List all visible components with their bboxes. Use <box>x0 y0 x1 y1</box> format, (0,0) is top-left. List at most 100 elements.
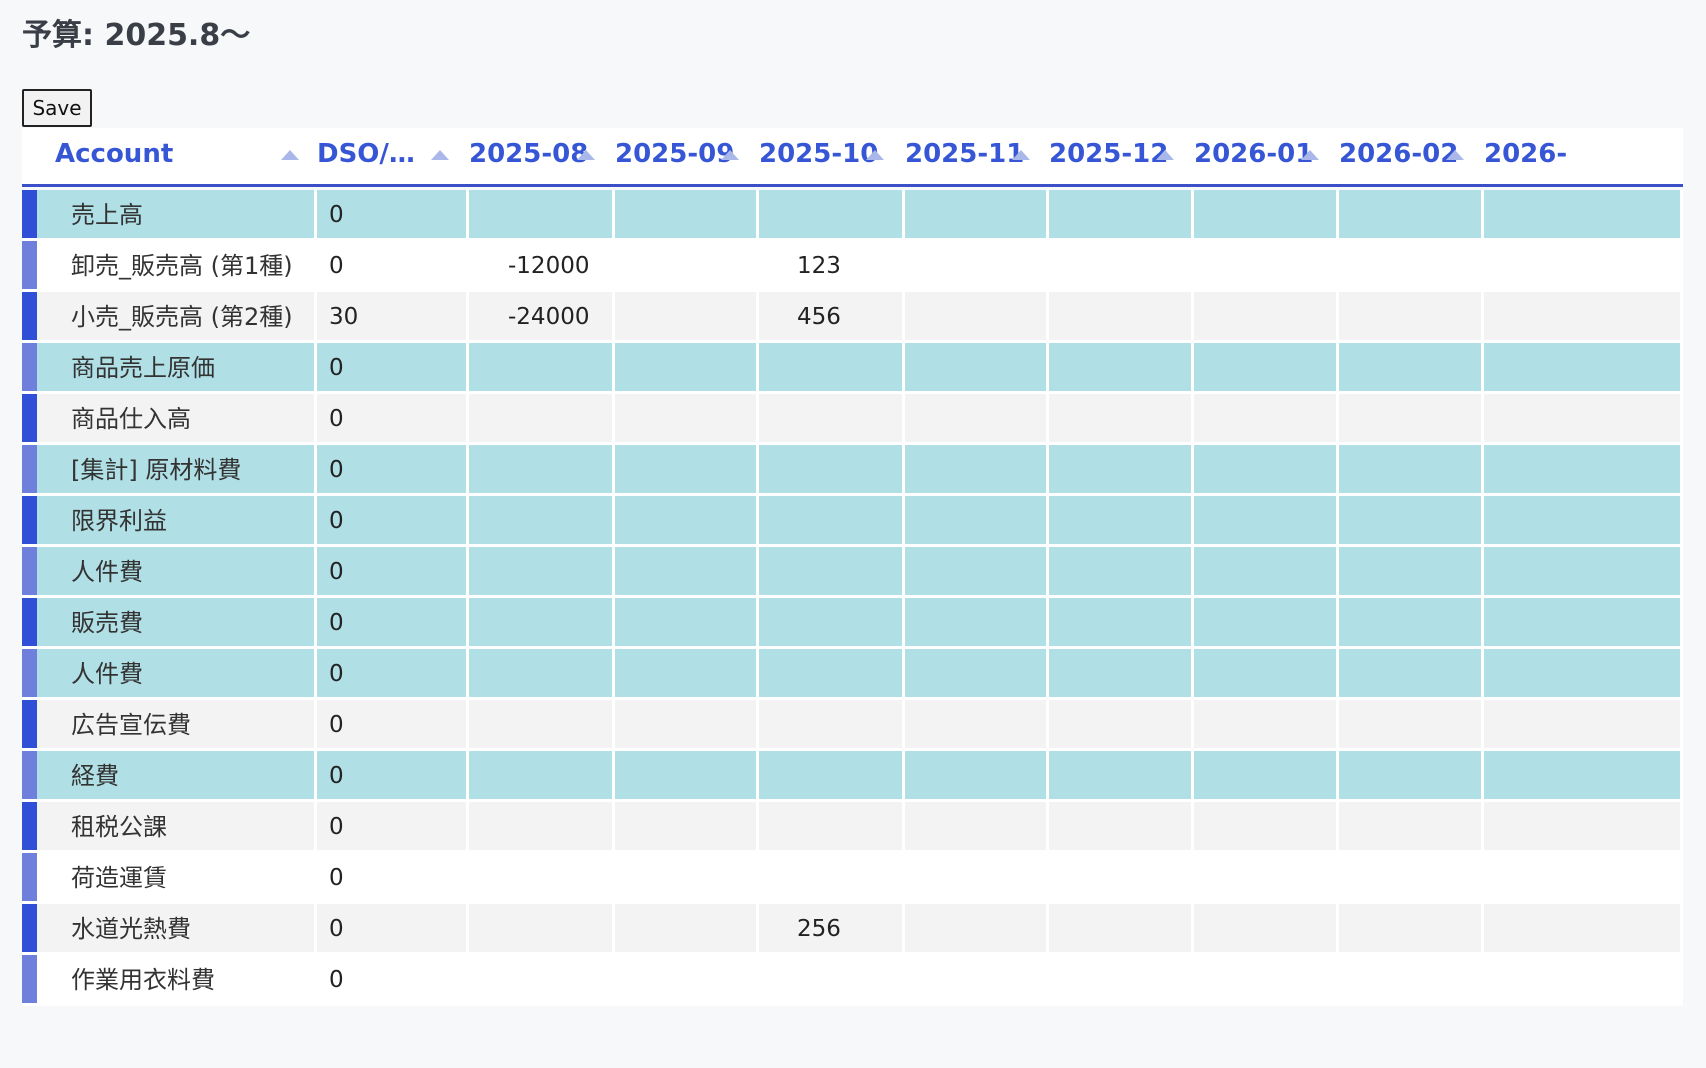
month-value-cell[interactable] <box>1484 445 1683 496</box>
month-value-cell[interactable] <box>469 343 615 394</box>
month-value-cell[interactable] <box>615 751 759 802</box>
dso-cell[interactable]: 0 <box>317 649 469 700</box>
month-value-cell[interactable] <box>1194 190 1339 241</box>
column-header-month[interactable]: 2025-10 <box>759 128 905 184</box>
column-header-month[interactable]: 2026-01 <box>1194 128 1339 184</box>
dso-cell[interactable]: 0 <box>317 598 469 649</box>
column-header-month[interactable]: 2026-02 <box>1339 128 1484 184</box>
dso-cell[interactable]: 0 <box>317 343 469 394</box>
month-value-cell[interactable] <box>1049 190 1194 241</box>
month-value-cell[interactable] <box>1339 955 1484 1006</box>
month-value-cell[interactable] <box>1049 241 1194 292</box>
month-value-cell[interactable] <box>1194 904 1339 955</box>
sort-asc-icon[interactable] <box>1301 150 1319 160</box>
month-value-cell[interactable] <box>469 853 615 904</box>
month-value-cell[interactable] <box>615 802 759 853</box>
month-value-cell[interactable] <box>1339 649 1484 700</box>
month-value-cell[interactable] <box>759 547 905 598</box>
sort-asc-icon[interactable] <box>281 150 299 160</box>
month-value-cell[interactable] <box>615 649 759 700</box>
month-value-cell[interactable] <box>759 394 905 445</box>
dso-cell[interactable]: 0 <box>317 190 469 241</box>
sort-asc-icon[interactable] <box>1012 150 1030 160</box>
month-value-cell[interactable] <box>615 547 759 598</box>
month-value-cell[interactable] <box>1339 241 1484 292</box>
month-value-cell[interactable] <box>759 802 905 853</box>
month-value-cell[interactable]: -24000 <box>469 292 615 343</box>
month-value-cell[interactable] <box>1194 598 1339 649</box>
sort-asc-icon[interactable] <box>1156 150 1174 160</box>
column-header-month[interactable]: 2025-09 <box>615 128 759 184</box>
month-value-cell[interactable] <box>469 598 615 649</box>
month-value-cell[interactable] <box>1484 751 1683 802</box>
month-value-cell[interactable] <box>1194 445 1339 496</box>
month-value-cell[interactable] <box>905 241 1049 292</box>
month-value-cell[interactable] <box>905 904 1049 955</box>
month-value-cell[interactable] <box>1484 241 1683 292</box>
month-value-cell[interactable] <box>1194 496 1339 547</box>
month-value-cell[interactable] <box>759 751 905 802</box>
column-header-month[interactable]: 2026- <box>1484 128 1683 184</box>
month-value-cell[interactable] <box>1194 547 1339 598</box>
month-value-cell[interactable] <box>759 955 905 1006</box>
month-value-cell[interactable] <box>1339 547 1484 598</box>
month-value-cell[interactable] <box>1484 292 1683 343</box>
month-value-cell[interactable] <box>1049 904 1194 955</box>
month-value-cell[interactable] <box>1194 700 1339 751</box>
month-value-cell[interactable] <box>759 700 905 751</box>
month-value-cell[interactable]: -12000 <box>508 253 590 279</box>
month-value-cell[interactable]: 256 <box>759 904 905 955</box>
dso-cell[interactable]: 0 <box>317 496 469 547</box>
month-value-cell[interactable] <box>905 496 1049 547</box>
month-value-cell[interactable] <box>1049 802 1194 853</box>
month-value-cell[interactable] <box>615 343 759 394</box>
column-header-dso[interactable]: DSO/D… <box>317 128 469 184</box>
month-value-cell[interactable] <box>759 598 905 649</box>
month-value-cell[interactable] <box>905 445 1049 496</box>
column-header-account[interactable]: Account <box>22 128 317 184</box>
month-value-cell[interactable] <box>469 190 615 241</box>
month-value-cell[interactable] <box>1049 598 1194 649</box>
month-value-cell[interactable] <box>1194 241 1339 292</box>
month-value-cell[interactable] <box>615 955 759 1006</box>
month-value-cell[interactable] <box>615 598 759 649</box>
month-value-cell[interactable] <box>615 292 759 343</box>
sort-asc-icon[interactable] <box>431 150 449 160</box>
month-value-cell[interactable] <box>1194 955 1339 1006</box>
dso-cell[interactable]: 0 <box>329 967 344 993</box>
month-value-cell[interactable] <box>469 955 615 1006</box>
month-value-cell[interactable] <box>905 853 1049 904</box>
month-value-cell[interactable] <box>1339 751 1484 802</box>
month-value-cell[interactable] <box>905 547 1049 598</box>
dso-cell[interactable]: 0 <box>317 700 469 751</box>
month-value-cell[interactable] <box>1484 343 1683 394</box>
dso-cell[interactable]: 0 <box>317 445 469 496</box>
dso-cell[interactable]: 30 <box>317 292 469 343</box>
sort-asc-icon[interactable] <box>866 150 884 160</box>
month-value-cell[interactable] <box>1049 649 1194 700</box>
month-value-cell[interactable] <box>615 496 759 547</box>
month-value-cell[interactable] <box>759 649 905 700</box>
month-value-cell[interactable] <box>905 751 1049 802</box>
month-value-cell[interactable] <box>1049 496 1194 547</box>
sort-asc-icon[interactable] <box>1446 150 1464 160</box>
column-header-month[interactable]: 2025-12 <box>1049 128 1194 184</box>
month-value-cell[interactable] <box>905 598 1049 649</box>
month-value-cell[interactable] <box>1194 853 1339 904</box>
month-value-cell[interactable] <box>759 445 905 496</box>
month-value-cell[interactable] <box>469 751 615 802</box>
column-header-month[interactable]: 2025-11 <box>905 128 1049 184</box>
month-value-cell[interactable] <box>759 190 905 241</box>
month-value-cell[interactable] <box>1049 343 1194 394</box>
month-value-cell[interactable] <box>469 649 615 700</box>
column-header-month[interactable]: 2025-08 <box>469 128 615 184</box>
month-value-cell[interactable] <box>1484 598 1683 649</box>
month-value-cell[interactable] <box>1339 598 1484 649</box>
month-value-cell[interactable]: 456 <box>759 292 905 343</box>
sort-asc-icon[interactable] <box>721 150 739 160</box>
month-value-cell[interactable]: 123 <box>797 253 841 279</box>
month-value-cell[interactable] <box>1194 649 1339 700</box>
month-value-cell[interactable] <box>469 496 615 547</box>
month-value-cell[interactable] <box>905 394 1049 445</box>
month-value-cell[interactable] <box>1194 394 1339 445</box>
